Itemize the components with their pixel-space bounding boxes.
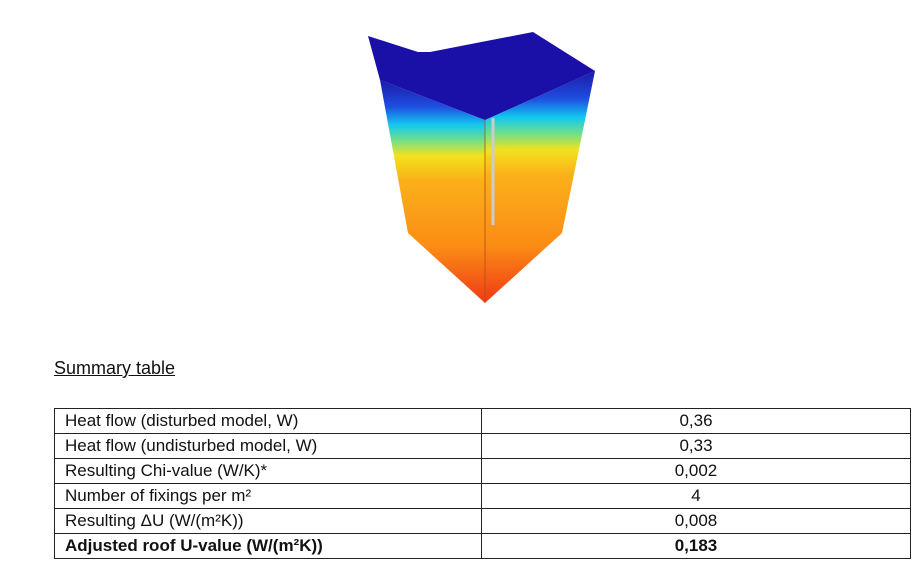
table-row: Heat flow (undisturbed model, W) 0,33 xyxy=(54,433,911,459)
row-value: 0,36 xyxy=(481,408,911,434)
row-label: Resulting Chi-value (W/K)* xyxy=(54,458,482,484)
row-label: Heat flow (disturbed model, W) xyxy=(54,408,482,434)
row-value: 0,33 xyxy=(481,433,911,459)
table-row: Heat flow (disturbed model, W) 0,36 xyxy=(54,408,911,434)
row-value: 0,008 xyxy=(481,508,911,534)
row-label: Adjusted roof U-value (W/(m²K)) xyxy=(54,533,482,559)
row-label: Resulting ΔU (W/(m²K)) xyxy=(54,508,482,534)
row-value: 0,183 xyxy=(481,533,911,559)
row-value: 0,002 xyxy=(481,458,911,484)
table-row: Resulting Chi-value (W/K)* 0,002 xyxy=(54,458,911,484)
top-face xyxy=(368,32,595,120)
heading: Summary table xyxy=(54,358,176,378)
right-face xyxy=(485,71,595,303)
row-value: 4 xyxy=(481,483,911,509)
row-label: Number of fixings per m² xyxy=(54,483,482,509)
row-label: Heat flow (undisturbed model, W) xyxy=(54,433,482,459)
table-row: Resulting ΔU (W/(m²K)) 0,008 xyxy=(54,508,911,534)
table-row: Adjusted roof U-value (W/(m²K)) 0,183 xyxy=(54,533,911,559)
table-row: Number of fixings per m² 4 xyxy=(54,483,911,509)
summary-table: Heat flow (disturbed model, W) 0,36 Heat f… xyxy=(54,408,911,559)
thermal-model-illustration xyxy=(368,32,595,303)
left-face xyxy=(380,80,485,303)
